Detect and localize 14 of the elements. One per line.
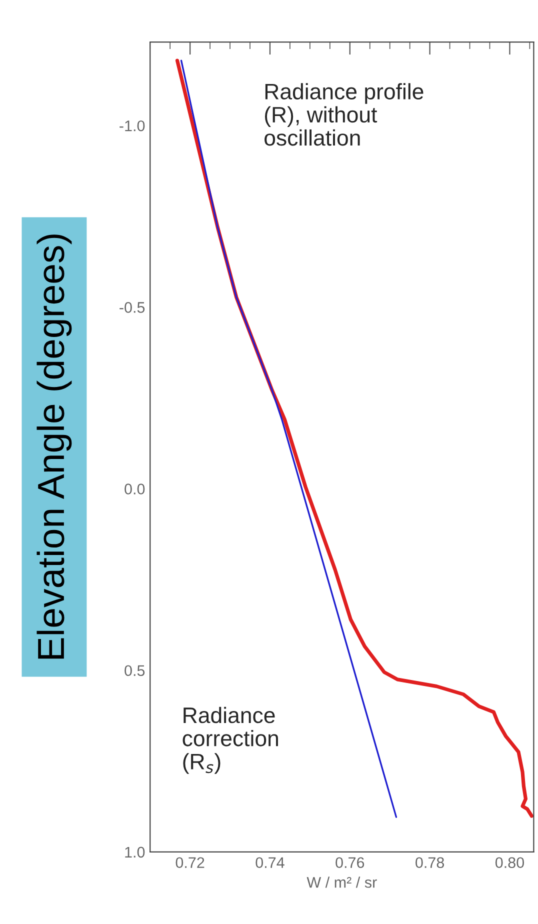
- y-tick-label: 0.5: [124, 665, 145, 676]
- x-axis-title: W / m² / sr: [306, 876, 377, 888]
- y-tick-label: -1.0: [120, 120, 145, 132]
- annotation: Radiance correction (R$_{s}$): [182, 706, 278, 774]
- x-tick-label: 0.80: [495, 857, 524, 868]
- y-tick-label: -0.5: [120, 302, 145, 313]
- x-tick-label: 0.78: [416, 857, 444, 868]
- y-axis-title: Elevation Angle (degrees): [36, 234, 72, 659]
- x-tick-label: 0.74: [256, 857, 284, 868]
- y-tick-label: 0.0: [124, 484, 145, 494]
- annotation: Radiance profile (R), without oscillation: [264, 83, 424, 146]
- x-tick-label: 0.76: [336, 857, 364, 868]
- x-tick-label: 0.72: [176, 857, 204, 868]
- y-tick-label: 1.0: [125, 846, 145, 858]
